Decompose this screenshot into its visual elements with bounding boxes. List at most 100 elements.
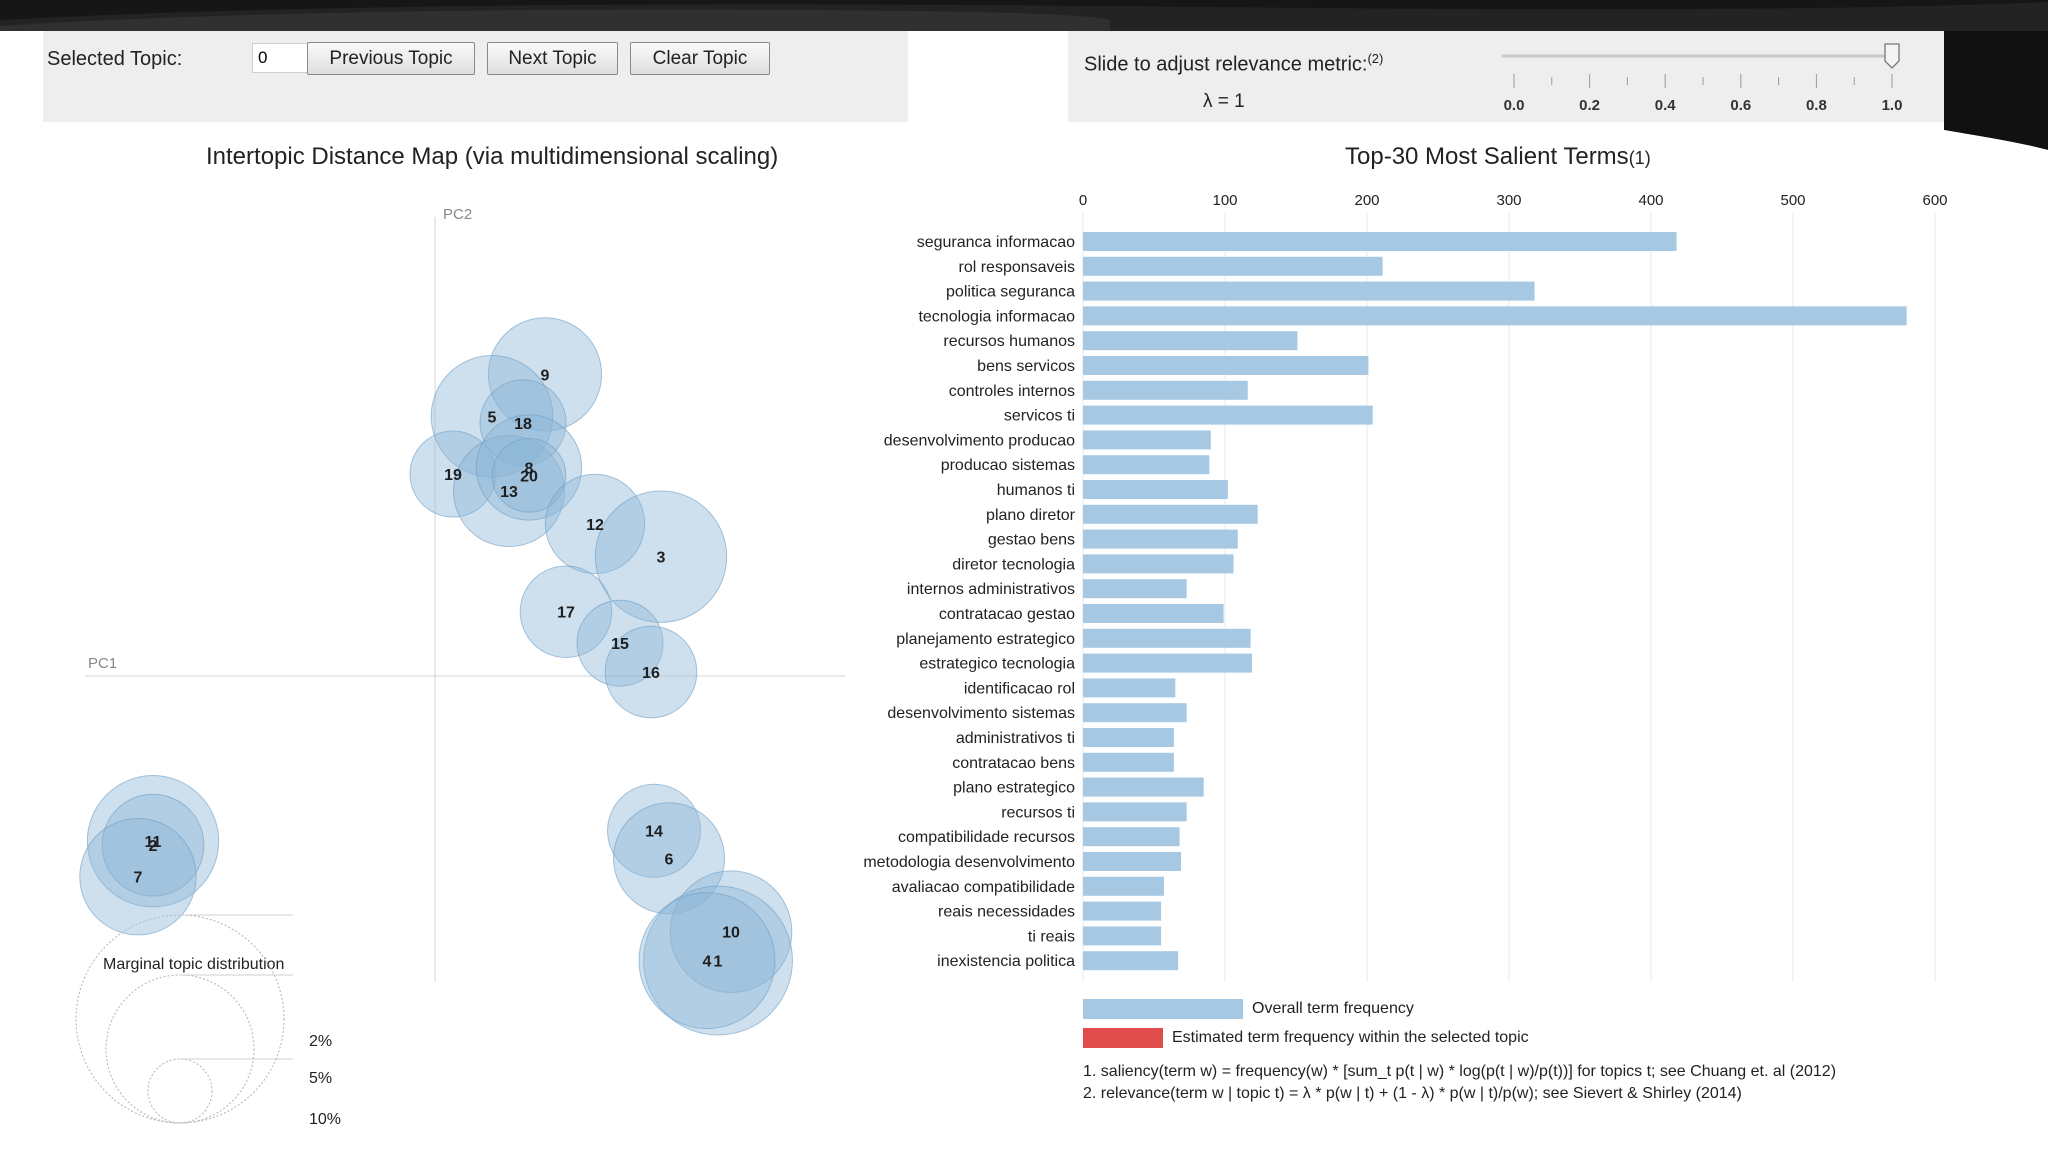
term-bar[interactable]	[1083, 703, 1187, 723]
header-banner	[0, 0, 2048, 150]
clear-topic-button[interactable]: Clear Topic	[630, 42, 770, 75]
topic-circle-label: 20	[520, 468, 538, 485]
topic-circle-label: 3	[657, 550, 666, 567]
topic-circle[interactable]	[669, 870, 793, 994]
slider-tick-label: 0.2	[1579, 97, 1600, 114]
topic-circle-label: 14	[645, 824, 663, 841]
topic-circle[interactable]	[79, 817, 197, 936]
term-label[interactable]: estrategico tecnologia	[919, 656, 1075, 673]
term-bar[interactable]	[1083, 405, 1373, 425]
term-bar[interactable]	[1083, 926, 1162, 946]
slider-thumb[interactable]	[1884, 43, 1900, 69]
topic-circle-label: 12	[586, 517, 604, 534]
topic-circle-label: 17	[557, 605, 575, 622]
term-label[interactable]: internos administrativos	[907, 581, 1075, 598]
next-topic-button[interactable]: Next Topic	[487, 42, 618, 75]
term-label[interactable]: plano diretor	[986, 507, 1076, 524]
term-label[interactable]: recursos ti	[1001, 804, 1075, 821]
term-bar[interactable]	[1083, 876, 1164, 896]
term-label[interactable]: gestao bens	[988, 532, 1075, 549]
term-bar[interactable]	[1083, 827, 1180, 847]
term-label[interactable]: desenvolvimento producao	[884, 432, 1075, 449]
term-label[interactable]: plano estrategico	[953, 780, 1075, 797]
term-label[interactable]: rol responsaveis	[959, 259, 1076, 276]
term-label[interactable]: controles internos	[949, 383, 1075, 400]
topic-circle-label: 4	[703, 954, 712, 971]
term-bar[interactable]	[1083, 852, 1181, 871]
term-label[interactable]: desenvolvimento sistemas	[887, 705, 1075, 722]
term-label[interactable]: humanos ti	[997, 482, 1075, 499]
term-bar[interactable]	[1083, 554, 1234, 574]
topic-circle[interactable]	[604, 625, 698, 719]
term-label[interactable]: administrativos ti	[956, 730, 1075, 747]
term-bar[interactable]	[1083, 604, 1224, 623]
term-bar[interactable]	[1083, 802, 1187, 822]
topic-circle[interactable]	[594, 490, 728, 623]
slider-tick-label: 0.4	[1655, 97, 1677, 114]
topic-circle[interactable]	[638, 892, 776, 1030]
term-bar[interactable]	[1083, 529, 1238, 549]
term-label[interactable]: compatibilidade recursos	[898, 829, 1075, 846]
marginal-legend-label: 5%	[309, 1070, 332, 1087]
term-label[interactable]: reais necessidades	[938, 904, 1075, 921]
term-label[interactable]: inexistencia politica	[937, 953, 1075, 970]
term-bar[interactable]	[1083, 901, 1162, 921]
term-bar[interactable]	[1083, 579, 1187, 599]
term-bar[interactable]	[1083, 256, 1383, 276]
term-label[interactable]: bens servicos	[977, 358, 1075, 375]
term-label[interactable]: servicos ti	[1004, 408, 1075, 425]
term-label[interactable]: politica seguranca	[946, 284, 1075, 301]
term-bar[interactable]	[1083, 504, 1258, 524]
term-label[interactable]: identificacao rol	[964, 680, 1075, 697]
relevance-controls-panel: Slide to adjust relevance metric:(2) λ =…	[1068, 31, 1944, 122]
footnote: 2. relevance(term w | topic t) = λ * p(w…	[1083, 1085, 1742, 1102]
topic-circle-label: 15	[611, 636, 629, 653]
term-bar[interactable]	[1083, 380, 1248, 400]
term-bar[interactable]	[1083, 752, 1174, 772]
marginal-legend-circle	[147, 1058, 213, 1124]
topic-circle[interactable]	[409, 430, 497, 518]
term-label[interactable]: contratacao gestao	[939, 606, 1075, 623]
term-label[interactable]: diretor tecnologia	[952, 556, 1075, 573]
term-bar[interactable]	[1083, 480, 1228, 499]
topic-circle[interactable]	[491, 438, 567, 513]
term-label[interactable]: metodologia desenvolvimento	[863, 854, 1075, 871]
term-bar[interactable]	[1083, 306, 1907, 326]
topic-circle[interactable]	[643, 885, 793, 1036]
topic-circle[interactable]	[487, 317, 603, 432]
topic-circle[interactable]	[519, 565, 613, 659]
topic-circle[interactable]	[479, 379, 567, 467]
previous-topic-button[interactable]: Previous Topic	[307, 42, 475, 75]
term-bar[interactable]	[1083, 331, 1298, 351]
term-bar[interactable]	[1083, 653, 1252, 673]
term-label[interactable]: ti reais	[1028, 928, 1075, 945]
topic-circle[interactable]	[576, 599, 664, 687]
term-label[interactable]: recursos humanos	[943, 333, 1075, 350]
term-label[interactable]: planejamento estrategico	[896, 631, 1075, 648]
term-bar[interactable]	[1083, 232, 1677, 251]
topic-circle-label: 18	[514, 416, 532, 433]
topic-circle[interactable]	[452, 435, 566, 548]
term-label[interactable]: producao sistemas	[941, 457, 1075, 474]
term-bar[interactable]	[1083, 777, 1204, 797]
relevance-slider[interactable]: 0.0 0.2 0.4 0.6 0.8 1.0	[1068, 31, 1944, 122]
topic-circle[interactable]	[86, 775, 220, 908]
slider-scale: 0.0 0.2 0.4 0.6 0.8 1.0	[1504, 74, 1902, 114]
term-bar[interactable]	[1083, 728, 1174, 747]
topic-circle[interactable]	[612, 802, 726, 915]
term-label[interactable]: seguranca informacao	[917, 234, 1075, 251]
term-bar[interactable]	[1083, 455, 1210, 475]
term-label[interactable]: contratacao bens	[952, 755, 1075, 772]
term-bar[interactable]	[1083, 951, 1179, 971]
term-bar[interactable]	[1083, 678, 1176, 698]
topic-circle[interactable]	[544, 473, 646, 575]
term-bar[interactable]	[1083, 356, 1369, 375]
topic-circle-label: 6	[665, 851, 674, 868]
term-bar[interactable]	[1083, 628, 1251, 648]
term-bar[interactable]	[1083, 281, 1535, 301]
term-bar[interactable]	[1083, 430, 1211, 450]
bar-axis-tick-label: 600	[1922, 192, 1947, 209]
term-label[interactable]: tecnologia informacao	[918, 308, 1075, 325]
term-label[interactable]: avaliacao compatibilidade	[892, 879, 1075, 896]
topic-circle[interactable]	[607, 783, 701, 878]
